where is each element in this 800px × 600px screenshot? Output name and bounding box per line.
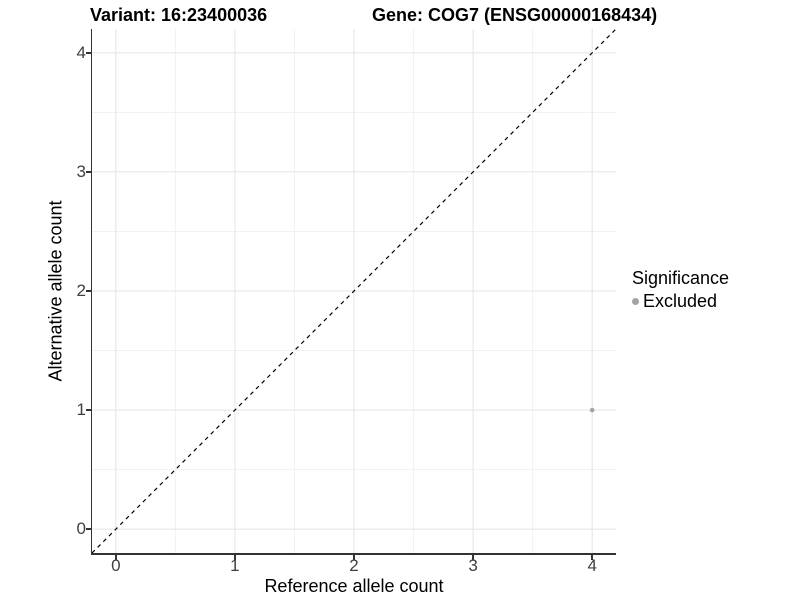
- identity-reference-line: [92, 29, 616, 553]
- gene-title: Gene: COG7 (ENSG00000168434): [372, 5, 658, 25]
- scatter-plot-canvas: [92, 29, 616, 553]
- x-tick-mark: [472, 554, 474, 560]
- x-axis-line: [90, 553, 616, 555]
- legend-item-excluded: Excluded: [632, 291, 729, 312]
- y-tick-label: 1: [76, 400, 86, 420]
- y-tick-label: 2: [76, 281, 86, 300]
- legend-item-label: Excluded: [643, 291, 718, 311]
- excluded-point-swatch: [632, 298, 639, 305]
- x-tick-mark: [234, 554, 236, 560]
- y-tick-label: 3: [76, 161, 86, 181]
- data-point: [589, 407, 595, 413]
- legend: Significance Excluded: [632, 268, 729, 312]
- legend-title: Significance: [632, 268, 730, 288]
- y-tick-mark: [85, 171, 91, 173]
- x-tick-mark: [115, 554, 117, 560]
- y-tick-label: 4: [76, 42, 86, 62]
- y-axis-title-text: Alternative allele count: [45, 200, 66, 382]
- x-tick-label: 0: [111, 556, 121, 575]
- x-tick-label: 3: [468, 556, 478, 575]
- x-tick-label: 4: [587, 556, 597, 575]
- x-tick-label: 2: [349, 556, 359, 575]
- y-tick-mark: [85, 290, 91, 292]
- x-tick-mark: [591, 554, 593, 560]
- x-axis-title: Reference allele count: [264, 576, 444, 596]
- y-axis-line: [90, 29, 92, 555]
- x-tick-mark: [353, 554, 355, 560]
- plot-panel: [92, 29, 616, 553]
- y-tick-mark: [85, 52, 91, 54]
- y-tick-mark: [85, 528, 91, 530]
- x-tick-label: 1: [230, 556, 240, 575]
- variant-title: Variant: 16:23400036: [90, 5, 268, 25]
- y-tick-label: 0: [76, 519, 86, 539]
- y-tick-mark: [85, 409, 91, 411]
